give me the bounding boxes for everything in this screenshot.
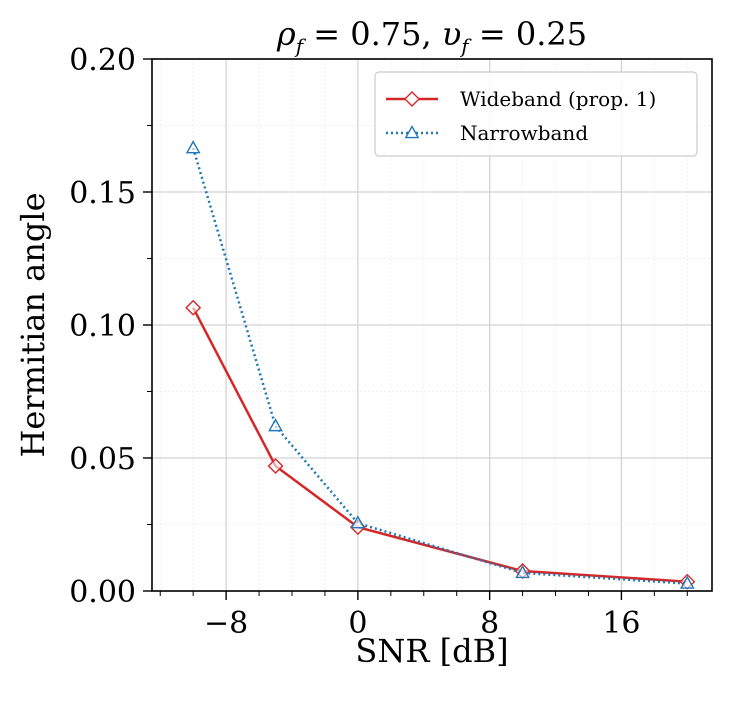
title-rho-val: = 0.75, (303, 15, 442, 53)
x-tick-label: 0 (348, 606, 367, 641)
series-0-marker (185, 299, 202, 316)
y-tick-label: 0.00 (69, 575, 136, 610)
title-upsilon-val: = 0.25 (469, 15, 587, 53)
series-1-marker (185, 140, 201, 154)
series-1-marker (679, 575, 695, 589)
x-tick-label: 8 (480, 606, 499, 641)
legend-wideband-label: Wideband (prop. 1) (460, 87, 656, 111)
legend-box (374, 71, 698, 157)
y-tick-label: 0.15 (69, 176, 136, 211)
ticks-layer: −8 0 8 16 0.00 0.05 0.10 0.15 0.20 (69, 43, 688, 641)
series-line-1 (191, 147, 688, 585)
series-0-marker (267, 457, 284, 474)
legend: Wideband (prop. 1) Narrowband (374, 71, 698, 157)
x-axis-title: SNR [dB] (355, 632, 508, 670)
series-1-marker (350, 515, 366, 529)
title-rho: ρ (276, 15, 296, 53)
title-upsilon: υ (442, 15, 461, 53)
legend-wideband-marker (404, 91, 420, 107)
x-tick-label: −8 (204, 606, 248, 641)
y-axis-title: Hermitian angle (14, 192, 52, 457)
y-tick-label: 0.05 (69, 442, 136, 477)
y-tick-label: 0.20 (69, 43, 136, 78)
series-1-marker (268, 418, 283, 432)
legend-narrowband-marker (404, 125, 420, 139)
y-tick-label: 0.10 (69, 309, 136, 344)
series-line-0 (192, 307, 688, 583)
series-layer (185, 140, 696, 590)
series-1-marker (515, 564, 530, 579)
chart-title: ρf = 0.75, υf = 0.25 (276, 15, 587, 58)
x-tick-label: 16 (602, 606, 640, 641)
legend-narrowband-label: Narrowband (460, 121, 588, 145)
